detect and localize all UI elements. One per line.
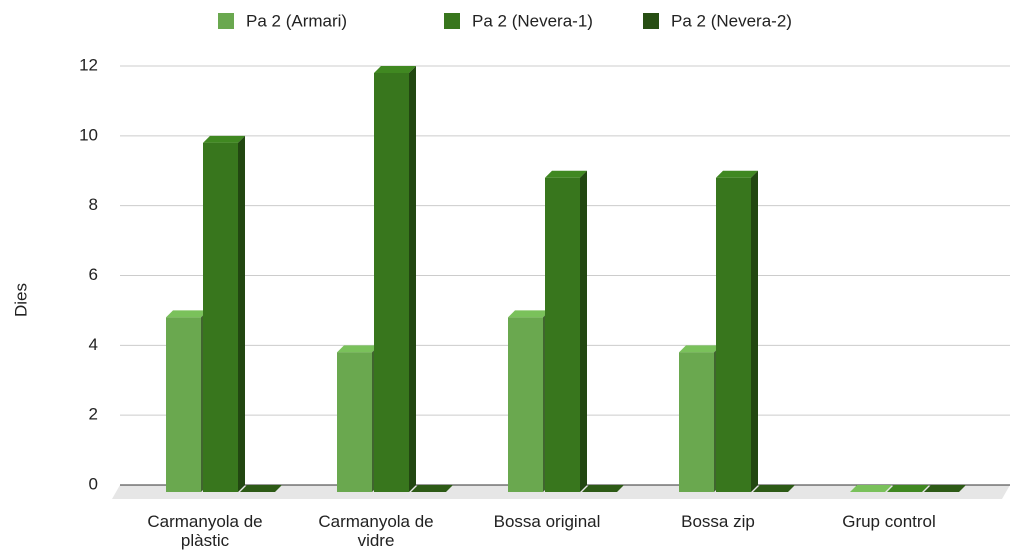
x-tick-label: Carmanyola de vidre [318, 512, 434, 550]
bar-top [850, 485, 892, 492]
legend-swatch [218, 13, 234, 29]
bar-side [751, 170, 758, 492]
bar-top [716, 170, 758, 178]
bar [203, 142, 238, 493]
bar-side [238, 135, 245, 493]
bar-top [374, 66, 416, 73]
bar-top [753, 485, 795, 492]
x-tick-label: Bossa zip [681, 512, 755, 531]
legend-label: Pa 2 (Armari) [246, 11, 347, 30]
bar-side [580, 170, 587, 492]
bar [545, 177, 580, 492]
bar [166, 317, 201, 492]
y-tick-label: 2 [89, 405, 98, 424]
legend-swatch [444, 13, 460, 29]
legend-label: Pa 2 (Nevera-2) [671, 11, 792, 30]
bar-side [409, 66, 416, 492]
bar-top [411, 485, 453, 492]
bar [337, 352, 372, 492]
x-tick-label: Grup control [842, 512, 936, 531]
bar-top [582, 485, 624, 492]
bar-top [203, 135, 245, 143]
y-axis-label: Dies [11, 283, 30, 317]
y-tick-label: 10 [79, 125, 98, 144]
bar-top [545, 170, 587, 178]
bar [508, 317, 543, 492]
y-tick-label: 6 [89, 265, 98, 284]
legend-label: Pa 2 (Nevera-1) [472, 11, 593, 30]
bar-top [240, 485, 282, 492]
bar-top [166, 310, 208, 318]
y-tick-label: 0 [89, 474, 98, 493]
bar-top [887, 485, 929, 492]
bar [679, 352, 714, 492]
y-tick-label: 8 [89, 195, 98, 214]
legend-swatch [643, 13, 659, 29]
bar [374, 73, 409, 492]
y-tick-label: 12 [79, 55, 98, 74]
x-tick-label: Bossa original [493, 512, 601, 531]
bar-top [508, 310, 550, 318]
bar [716, 177, 751, 492]
bar-top [679, 345, 721, 353]
x-tick-label: Carmanyola de plàstic [147, 512, 263, 550]
bar-top [924, 485, 966, 492]
bar-top [337, 345, 379, 353]
y-tick-label: 4 [89, 335, 98, 354]
